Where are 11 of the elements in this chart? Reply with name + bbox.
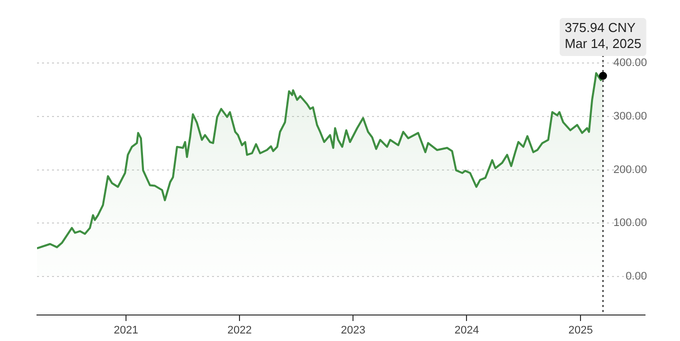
y-tick-label: 0.00 (626, 270, 647, 283)
x-tick-label: 2021 (114, 324, 138, 337)
x-tick-label: 2025 (568, 324, 593, 337)
annotation: 375.94 CNY Mar 14, 2025 (564, 20, 642, 52)
x-tick-label: 2024 (454, 324, 479, 337)
y-tick-label: 200.00 (613, 164, 647, 176)
y-tick-label: 100.00 (613, 217, 647, 230)
y-tick-label: 300.00 (613, 110, 647, 122)
x-tick-label: 2022 (227, 324, 252, 337)
x-tick-label: 2023 (340, 324, 366, 337)
y-tick-label: 400.00 (613, 57, 647, 70)
